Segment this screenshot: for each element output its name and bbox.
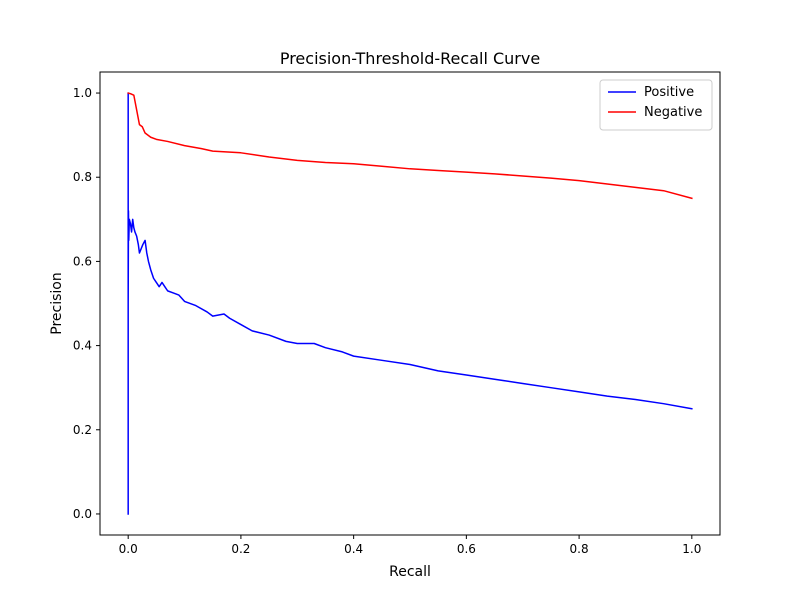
x-axis-ticks: 0.0 0.2 0.4 0.6 0.8 1.0 bbox=[119, 535, 701, 556]
legend-label-negative: Negative bbox=[644, 105, 702, 120]
y-tick-label: 0.6 bbox=[73, 254, 92, 268]
x-tick-label: 0.0 bbox=[119, 542, 138, 556]
x-tick-label: 0.4 bbox=[344, 542, 363, 556]
y-tick-label: 0.8 bbox=[73, 170, 92, 184]
series-layer bbox=[127, 92, 693, 515]
x-tick-label: 1.0 bbox=[682, 542, 701, 556]
x-axis-label: Recall bbox=[389, 564, 431, 580]
x-tick-label: 0.8 bbox=[570, 542, 589, 556]
y-tick-label: 0.2 bbox=[73, 423, 92, 437]
x-tick-label: 0.6 bbox=[457, 542, 476, 556]
y-tick-label: 1.0 bbox=[73, 86, 92, 100]
series-line-negative bbox=[127, 92, 693, 200]
y-axis-ticks: 0.0 0.2 0.4 0.6 0.8 1.0 bbox=[73, 86, 100, 521]
y-tick-label: 0.0 bbox=[73, 507, 92, 521]
series-line-positive bbox=[127, 92, 693, 515]
axes-frame bbox=[99, 71, 721, 536]
chart-title: Precision-Threshold-Recall Curve bbox=[280, 49, 540, 68]
legend: Positive Negative bbox=[599, 79, 713, 131]
x-tick-label: 0.2 bbox=[231, 542, 250, 556]
plot-area bbox=[127, 92, 693, 515]
y-tick-label: 0.4 bbox=[73, 339, 92, 353]
y-axis-label: Precision bbox=[49, 272, 65, 334]
legend-label-positive: Positive bbox=[644, 85, 694, 100]
